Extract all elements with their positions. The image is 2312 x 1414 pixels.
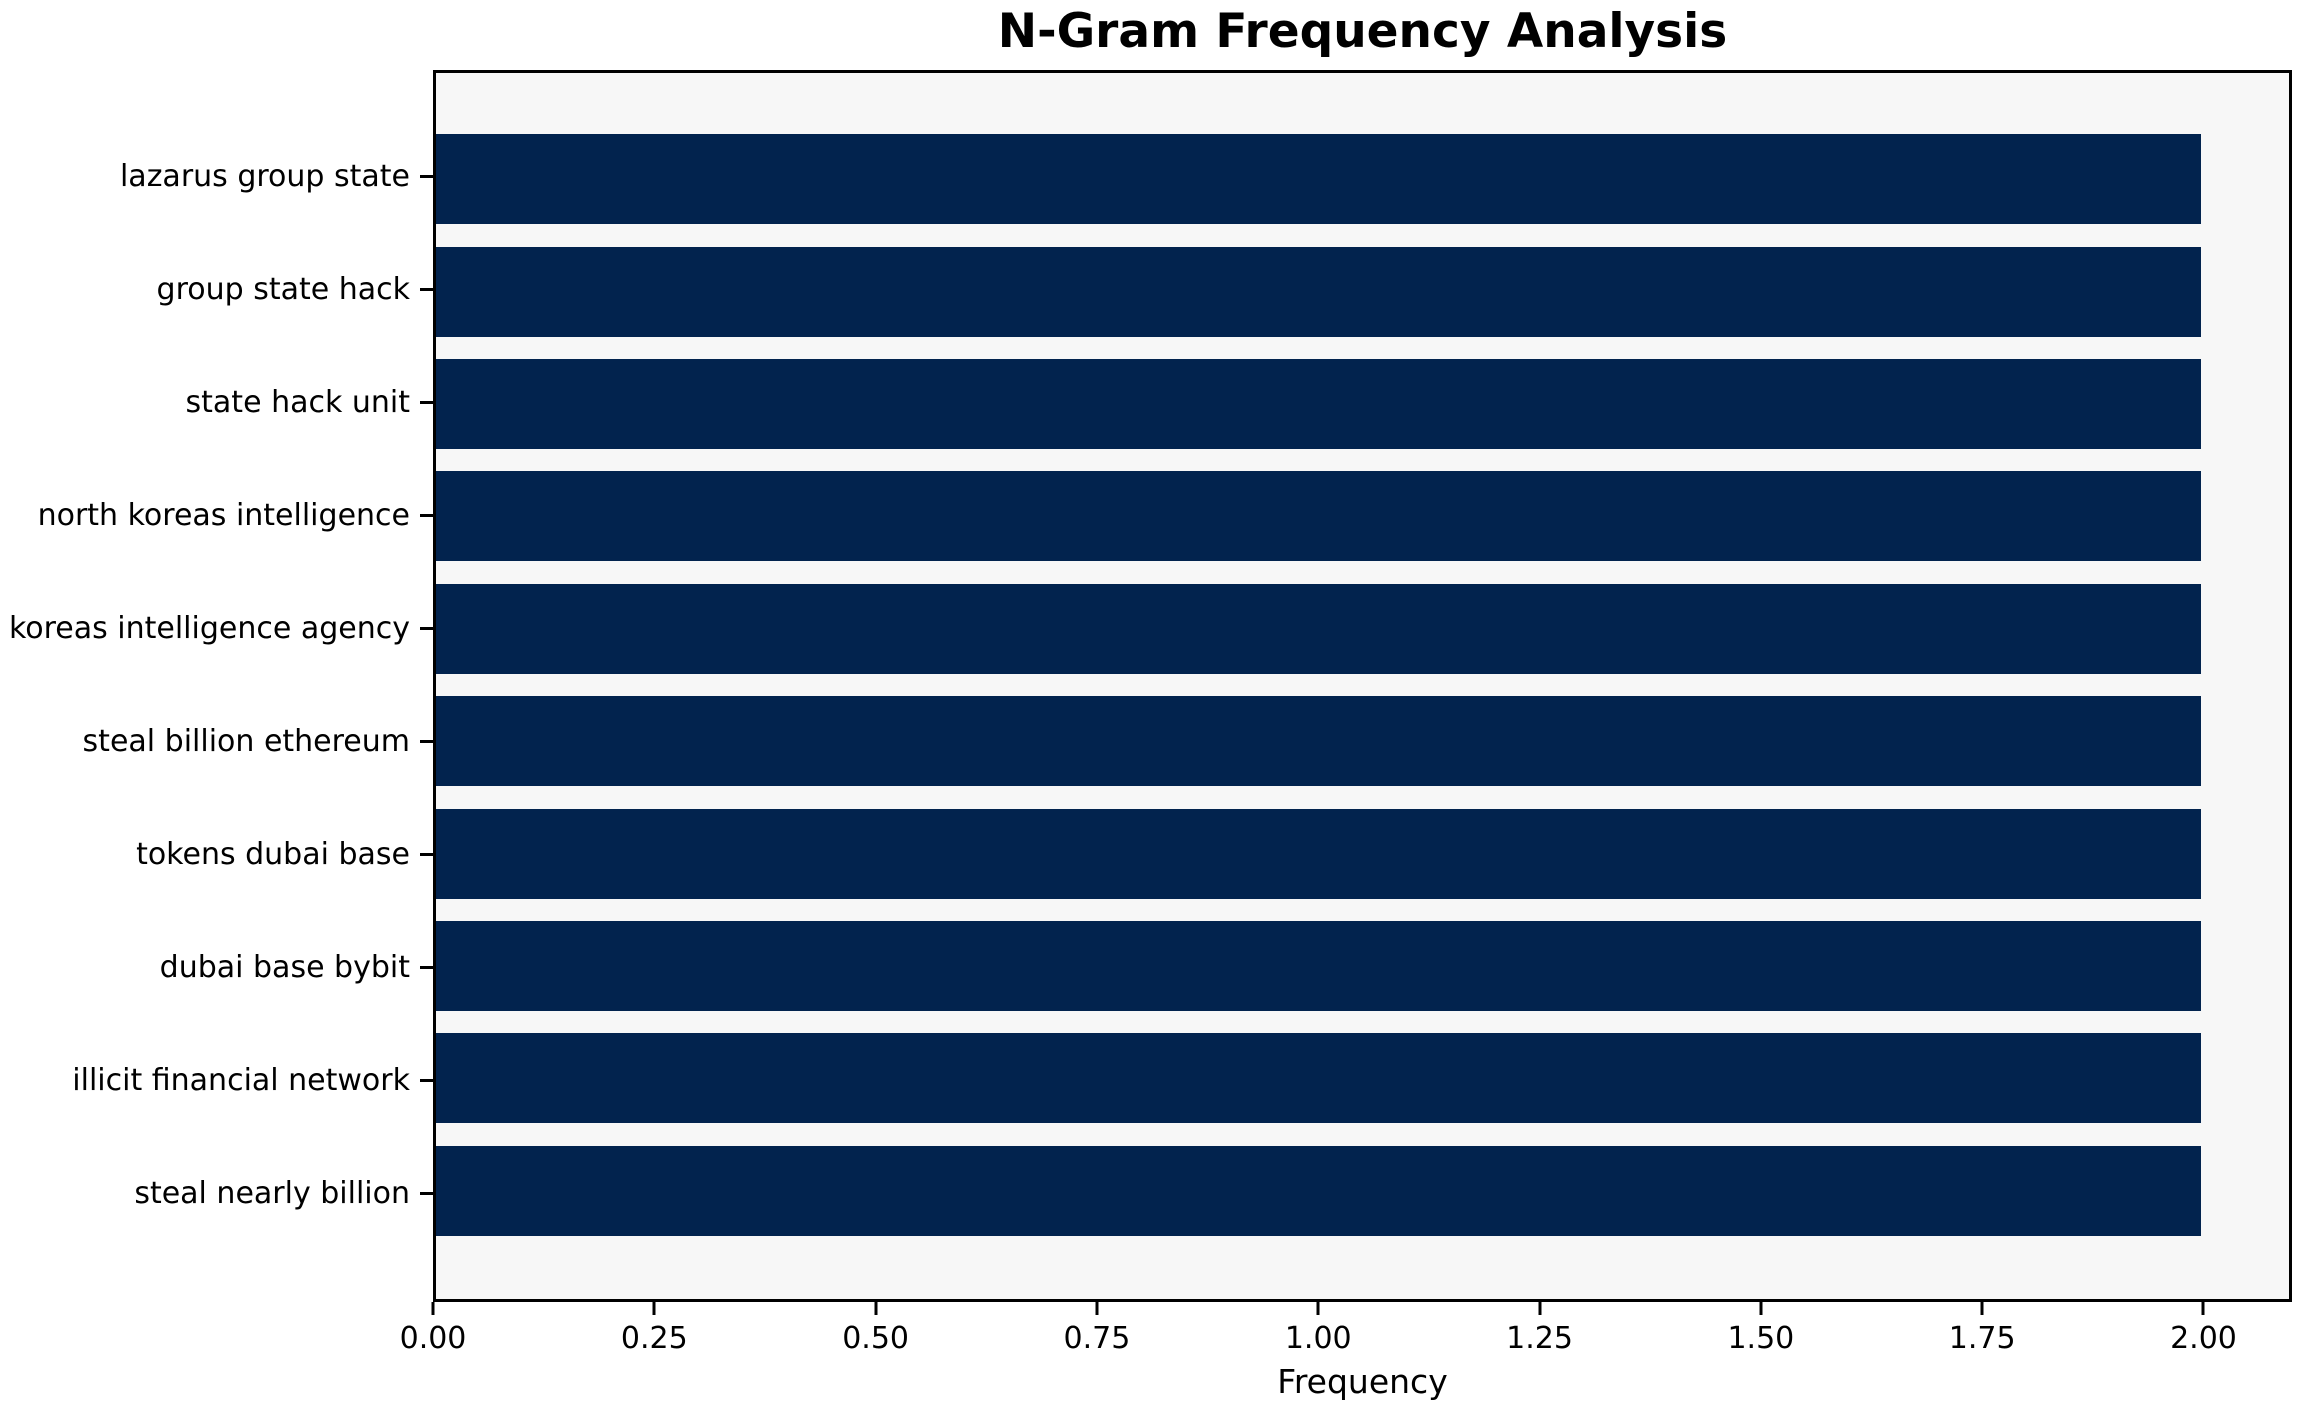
y-tick-row [420,572,433,685]
y-tick-label: dubai base bybit [159,949,410,985]
x-tick-label: 1.50 [1727,1321,1795,1356]
y-label-row: state hack unit [0,346,410,459]
y-label-row: group state hack [0,233,410,346]
bar-row [436,685,2289,797]
bar [436,1033,2201,1124]
x-tick-mark [652,1302,656,1315]
bar [436,696,2201,787]
x-tick-mark [431,1302,435,1315]
y-tick-label: north koreas intelligence [37,497,410,533]
y-tick-mark [420,1079,433,1082]
y-tick-mark [420,740,433,743]
bar-row [436,235,2289,347]
bar-row [436,1135,2289,1247]
y-tick-mark [420,627,433,630]
bar [436,246,2201,337]
bar-row [436,460,2289,572]
y-tick-row [420,798,433,911]
y-tick-mark [420,401,433,404]
y-axis-ticks [420,70,433,1302]
y-tick-label: steal nearly billion [134,1175,410,1211]
bar-row [436,573,2289,685]
bar-row [436,348,2289,460]
y-tick-mark [420,853,433,856]
bar-row [436,123,2289,235]
y-tick-label: illicit financial network [72,1062,410,1098]
y-tick-mark [420,966,433,969]
x-tick-label: 0.25 [620,1321,688,1356]
x-tick-label: 0.75 [1063,1321,1131,1356]
bar-row [436,1022,2289,1134]
y-tick-row [420,120,433,233]
y-tick-mark [420,1192,433,1195]
chart-title: N-Gram Frequency Analysis [997,4,1728,59]
x-axis: 0.00 0.25 0.50 0.75 1.00 1.25 1.50 1.75 2.00 [400,1302,2292,1382]
y-tick-row [420,346,433,459]
y-label-row: north koreas intelligence [0,459,410,572]
x-tick-mark [1759,1302,1763,1315]
y-tick-mark [420,175,433,178]
y-tick-label: tokens dubai base [136,836,410,872]
y-label-row: tokens dubai base [0,798,410,911]
y-tick-row [420,233,433,346]
y-tick-label: steal billion ethereum [82,723,410,759]
y-tick-row [420,911,433,1024]
y-tick-mark [420,288,433,291]
bar [436,583,2201,674]
bar [436,921,2201,1012]
x-tick-label: 0.00 [399,1321,467,1356]
y-tick-label: koreas intelligence agency [8,610,410,646]
x-tick-mark [1316,1302,1320,1315]
y-axis-labels: lazarus group state group state hack state… [0,70,410,1302]
bar-row [436,910,2289,1022]
x-tick-mark [1980,1302,1984,1315]
y-tick-label: state hack unit [185,384,410,420]
bar [436,808,2201,899]
y-tick-row [420,685,433,798]
x-axis-title: Frequency [1277,1362,1448,1401]
plot-area [433,70,2292,1302]
y-label-row: steal nearly billion [0,1137,410,1250]
y-label-row: illicit financial network [0,1024,410,1137]
x-tick-mark [2201,1302,2205,1315]
bar-row [436,797,2289,909]
x-tick-mark [874,1302,878,1315]
bars-container [436,73,2289,1299]
y-tick-row [420,459,433,572]
y-label-row: lazarus group state [0,120,410,233]
y-tick-mark [420,514,433,517]
y-tick-row [420,1024,433,1137]
y-label-row: koreas intelligence agency [0,572,410,685]
x-tick-label: 1.75 [1948,1321,2016,1356]
y-tick-label: lazarus group state [119,158,410,194]
x-tick-label: 1.25 [1506,1321,1573,1356]
bar [436,471,2201,562]
y-label-row: steal billion ethereum [0,685,410,798]
bar [436,359,2201,450]
y-label-row: dubai base bybit [0,911,410,1024]
x-tick-mark [1095,1302,1099,1315]
bar [436,1145,2201,1236]
x-tick-mark [1538,1302,1542,1315]
x-tick-label: 0.50 [842,1321,910,1356]
y-tick-label: group state hack [156,271,410,307]
x-tick-label: 1.00 [1284,1321,1352,1356]
y-tick-row [420,1137,433,1250]
x-tick-label: 2.00 [2170,1321,2237,1356]
bar [436,134,2201,225]
